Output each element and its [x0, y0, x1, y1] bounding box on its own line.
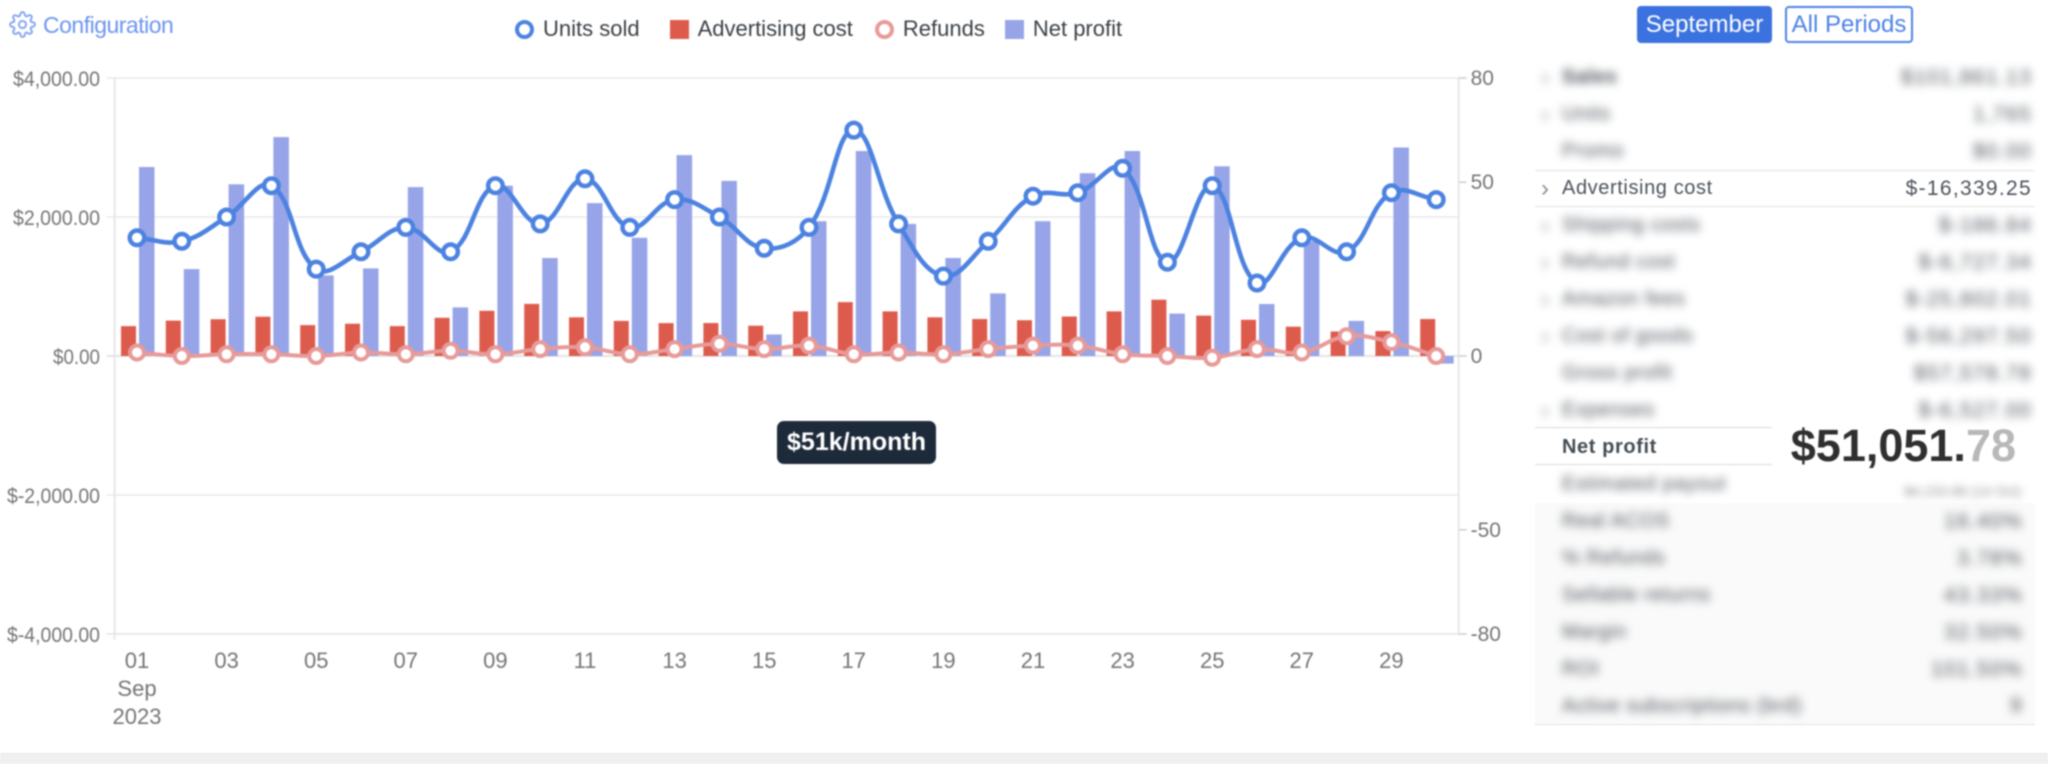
svg-text:13: 13: [662, 648, 686, 673]
svg-text:15: 15: [752, 648, 776, 673]
svg-text:19: 19: [931, 648, 955, 673]
svg-text:80: 80: [1471, 67, 1494, 90]
svg-text:29: 29: [1379, 648, 1403, 673]
svg-text:$0.00: $0.00: [53, 346, 100, 369]
svg-text:-80: -80: [1471, 623, 1501, 646]
svg-text:$2,000.00: $2,000.00: [13, 207, 100, 230]
svg-text:$-4,000.00: $-4,000.00: [7, 624, 100, 647]
svg-text:-50: -50: [1471, 519, 1501, 542]
svg-text:Sep: Sep: [117, 676, 156, 701]
svg-text:03: 03: [214, 648, 238, 673]
svg-text:$-2,000.00: $-2,000.00: [7, 485, 100, 508]
svg-text:07: 07: [394, 648, 418, 673]
svg-text:09: 09: [483, 648, 507, 673]
svg-text:21: 21: [1021, 648, 1045, 673]
svg-text:17: 17: [842, 648, 866, 673]
svg-text:50: 50: [1471, 171, 1494, 194]
svg-text:01: 01: [125, 648, 149, 673]
svg-text:25: 25: [1200, 648, 1224, 673]
svg-text:$4,000.00: $4,000.00: [13, 68, 100, 91]
svg-text:2023: 2023: [113, 704, 162, 729]
svg-text:0: 0: [1471, 345, 1483, 368]
svg-text:05: 05: [304, 648, 328, 673]
svg-text:11: 11: [574, 648, 597, 673]
svg-text:23: 23: [1110, 648, 1134, 673]
svg-text:27: 27: [1290, 648, 1314, 673]
